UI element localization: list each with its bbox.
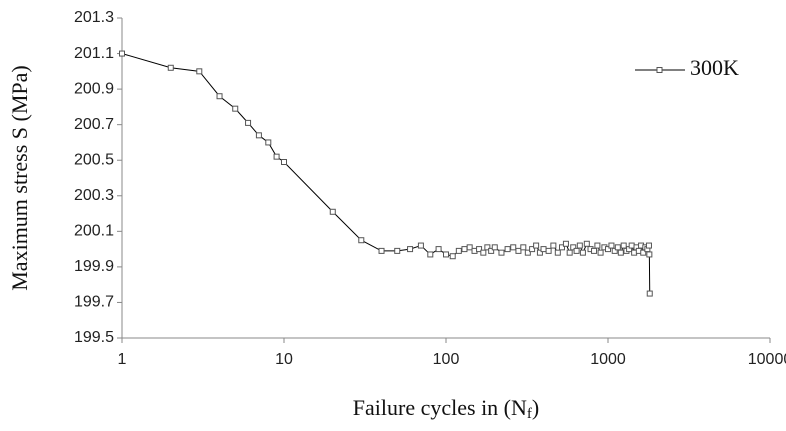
marker	[605, 246, 611, 253]
marker	[550, 242, 557, 249]
y-tick-label: 201.3	[74, 9, 114, 26]
marker	[597, 249, 604, 256]
marker	[232, 105, 239, 112]
marker	[510, 244, 517, 251]
x-axis-label: Failure cycles in (Nf)	[353, 395, 539, 422]
marker	[449, 253, 456, 260]
x-label-text: Failure cycles in (N	[353, 395, 527, 420]
marker	[520, 244, 527, 251]
marker	[498, 249, 505, 256]
marker	[119, 50, 125, 57]
legend-label: 300K	[690, 55, 739, 80]
marker	[566, 249, 573, 256]
x-tick-label: 1	[118, 351, 127, 368]
marker	[461, 246, 468, 253]
marker	[554, 249, 561, 256]
marker	[570, 244, 577, 251]
marker	[594, 242, 601, 249]
x-tick-label: 100	[433, 351, 460, 368]
marker	[611, 247, 618, 254]
marker	[620, 242, 627, 249]
y-axis-label: Maximum stress S (MPa)	[7, 65, 32, 291]
x-tick-label: 10	[275, 351, 293, 368]
marker	[435, 246, 442, 253]
marker	[488, 247, 495, 254]
x-tick-label: 1000	[590, 351, 626, 368]
marker	[491, 244, 498, 251]
marker	[515, 247, 522, 254]
marker	[476, 246, 483, 253]
marker	[378, 247, 385, 254]
marker	[417, 242, 424, 249]
marker	[533, 242, 540, 249]
marker	[196, 68, 203, 75]
y-tick-label: 200.7	[74, 116, 114, 133]
marker	[427, 251, 434, 258]
marker	[273, 153, 280, 160]
marker	[245, 119, 252, 126]
y-tick-label: 199.5	[74, 329, 114, 346]
y-tick-label: 200.5	[74, 151, 114, 168]
marker	[540, 246, 547, 253]
marker	[394, 247, 401, 254]
y-tick-label: 199.7	[74, 294, 114, 311]
y-tick-label: 200.9	[74, 80, 114, 97]
marker	[645, 242, 652, 249]
marker	[583, 240, 590, 247]
marker	[167, 64, 174, 71]
marker	[608, 242, 615, 249]
marker	[281, 159, 287, 165]
y-tick-label: 201.1	[74, 45, 114, 62]
y-tick-label: 200.3	[74, 187, 114, 204]
marker	[255, 132, 262, 139]
marker	[504, 246, 511, 253]
legend-marker	[656, 67, 663, 73]
marker	[545, 247, 552, 254]
marker	[628, 242, 635, 249]
marker	[562, 240, 569, 247]
marker	[614, 244, 621, 251]
y-tick-label: 200.1	[74, 223, 114, 240]
marker	[480, 249, 487, 256]
marker	[455, 247, 462, 254]
marker	[466, 244, 473, 251]
series-line	[121, 53, 651, 294]
marker	[443, 251, 449, 258]
x-tick-label: 10000	[748, 351, 786, 368]
x-label-sub: f	[527, 406, 532, 422]
marker	[646, 290, 653, 297]
marker	[329, 208, 336, 215]
marker	[484, 244, 491, 251]
marker	[358, 237, 365, 244]
marker	[576, 242, 583, 249]
marker	[265, 139, 272, 146]
marker	[573, 247, 580, 254]
marker	[536, 249, 543, 256]
marker	[524, 249, 531, 256]
x-label-end: )	[532, 395, 539, 420]
marker	[216, 93, 223, 100]
marker	[407, 246, 414, 253]
marker	[646, 251, 653, 258]
marker	[617, 249, 624, 256]
marker	[579, 249, 586, 256]
marker	[591, 247, 598, 254]
y-tick-label: 199.9	[74, 258, 114, 275]
marker	[529, 246, 536, 253]
marker	[558, 244, 565, 251]
